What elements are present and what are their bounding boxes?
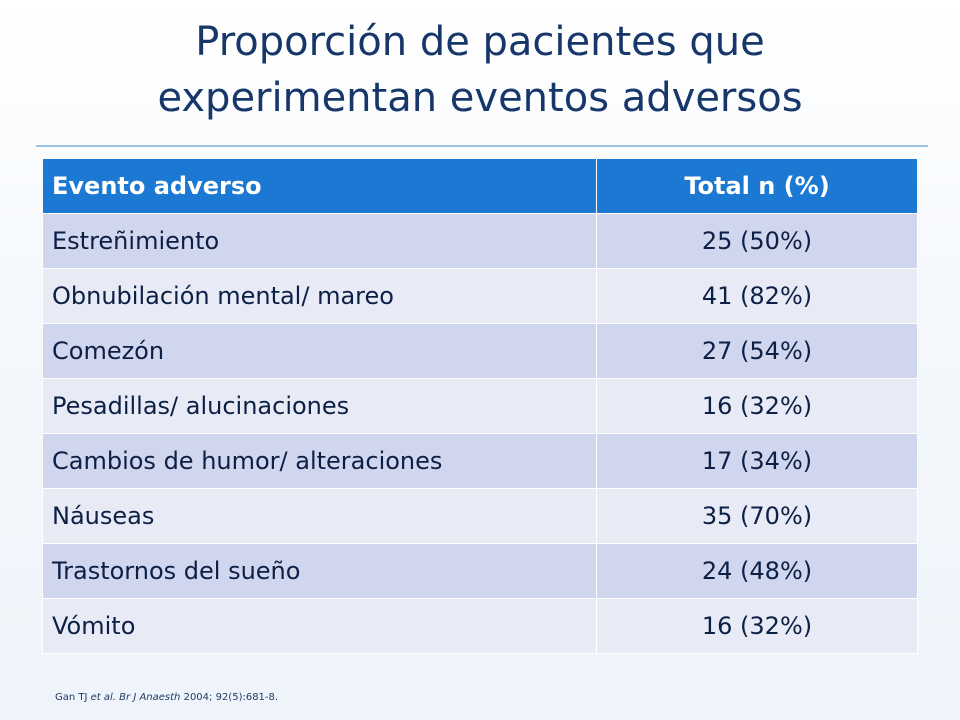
total-cell: 24 (48%): [597, 544, 918, 599]
total-cell: 27 (54%): [597, 324, 918, 379]
title-divider: [36, 145, 928, 147]
citation-authors: Gan TJ: [55, 692, 87, 703]
table-row: Comezón 27 (54%): [43, 324, 918, 379]
total-cell: 17 (34%): [597, 434, 918, 489]
table-row: Obnubilación mental/ mareo 41 (82%): [43, 269, 918, 324]
event-cell: Cambios de humor/ alteraciones: [43, 434, 597, 489]
citation-details: 2004; 92(5):681-8.: [184, 692, 279, 703]
total-cell: 16 (32%): [597, 599, 918, 654]
header-total: Total n (%): [597, 159, 918, 214]
total-cell: 41 (82%): [597, 269, 918, 324]
citation-et-al: et al.: [91, 692, 116, 703]
table-row: Pesadillas/ alucinaciones 16 (32%): [43, 379, 918, 434]
event-cell: Obnubilación mental/ mareo: [43, 269, 597, 324]
table-row: Vómito 16 (32%): [43, 599, 918, 654]
event-cell: Comezón: [43, 324, 597, 379]
page-title: Proporción de pacientes que experimentan…: [60, 14, 900, 126]
total-cell: 25 (50%): [597, 214, 918, 269]
event-cell: Vómito: [43, 599, 597, 654]
event-cell: Estreñimiento: [43, 214, 597, 269]
table-row: Náuseas 35 (70%): [43, 489, 918, 544]
event-cell: Náuseas: [43, 489, 597, 544]
table-row: Trastornos del sueño 24 (48%): [43, 544, 918, 599]
table-header-row: Evento adverso Total n (%): [43, 159, 918, 214]
table-row: Estreñimiento 25 (50%): [43, 214, 918, 269]
table-row: Cambios de humor/ alteraciones 17 (34%): [43, 434, 918, 489]
event-cell: Pesadillas/ alucinaciones: [43, 379, 597, 434]
citation-journal: Br J Anaesth: [119, 692, 180, 703]
citation: Gan TJ et al. Br J Anaesth 2004; 92(5):6…: [55, 692, 278, 703]
adverse-events-table: Evento adverso Total n (%) Estreñimiento…: [42, 158, 918, 654]
total-cell: 16 (32%): [597, 379, 918, 434]
header-event: Evento adverso: [43, 159, 597, 214]
total-cell: 35 (70%): [597, 489, 918, 544]
event-cell: Trastornos del sueño: [43, 544, 597, 599]
